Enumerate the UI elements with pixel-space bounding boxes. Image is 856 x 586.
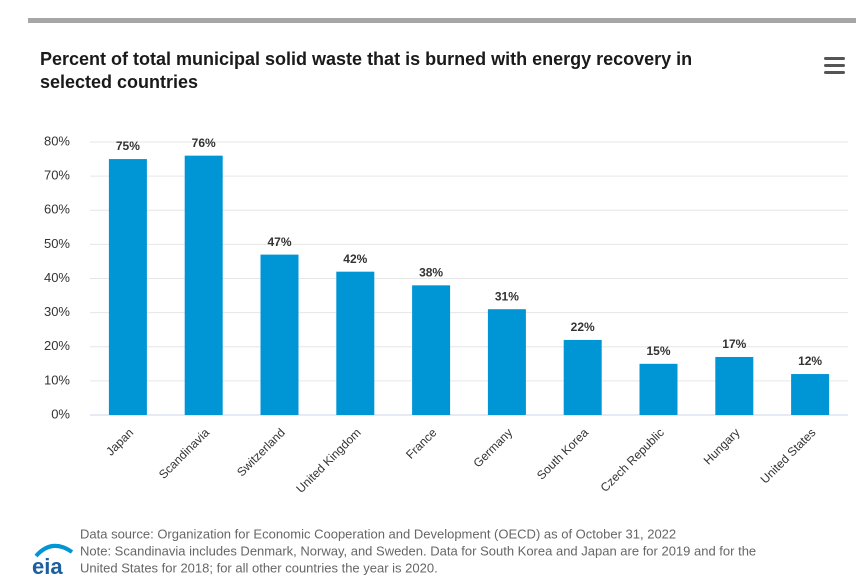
top-rule: [28, 18, 856, 23]
bar: [715, 356, 754, 415]
bar: [108, 159, 147, 415]
chart-title: selected countries: [40, 72, 198, 92]
x-tick-label: Switzerland: [234, 425, 288, 479]
bar: [563, 339, 602, 415]
x-tick-label: South Korea: [534, 425, 591, 482]
y-tick-label: 70%: [44, 168, 70, 183]
menu-button[interactable]: [824, 57, 845, 74]
chart-title: Percent of total municipal solid waste t…: [40, 49, 692, 69]
bar: [336, 271, 375, 415]
y-tick-label: 80%: [44, 133, 70, 148]
bar: [639, 363, 678, 415]
bar: [791, 374, 830, 415]
footnote: United States for 2018; for all other co…: [80, 560, 438, 575]
value-label: 75%: [116, 139, 140, 153]
x-tick-label: Japan: [103, 425, 136, 458]
x-tick-label: United Kingdom: [293, 425, 363, 495]
y-tick-label: 40%: [44, 270, 70, 285]
value-label: 38%: [419, 265, 443, 279]
x-tick-label: France: [403, 425, 440, 462]
value-label: 31%: [495, 289, 519, 303]
footnote: Note: Scandinavia includes Denmark, Norw…: [80, 543, 756, 558]
bar: [184, 155, 223, 415]
value-label: 42%: [343, 252, 367, 266]
y-tick-label: 10%: [44, 372, 70, 387]
value-label: 15%: [646, 344, 670, 358]
x-tick-label: Hungary: [701, 425, 743, 467]
bar: [260, 254, 299, 415]
x-tick-label: Czech Republic: [598, 425, 667, 494]
logo-arc: [34, 544, 74, 558]
value-label: 76%: [192, 136, 216, 150]
value-label: 22%: [571, 320, 595, 334]
y-tick-label: 60%: [44, 202, 70, 217]
y-tick-label: 50%: [44, 236, 70, 251]
value-label: 47%: [267, 235, 291, 249]
footnote: Data source: Organization for Economic C…: [80, 526, 676, 541]
value-label: 12%: [798, 354, 822, 368]
x-tick-label: Scandinavia: [156, 425, 212, 481]
bar: [412, 285, 451, 415]
logo: eia: [32, 554, 63, 579]
bar: [487, 309, 526, 415]
y-tick-label: 30%: [44, 304, 70, 319]
value-label: 17%: [722, 337, 746, 351]
x-tick-label: United States: [758, 425, 819, 486]
y-tick-label: 20%: [44, 338, 70, 353]
y-tick-label: 0%: [51, 406, 70, 421]
x-tick-label: Germany: [470, 425, 515, 470]
